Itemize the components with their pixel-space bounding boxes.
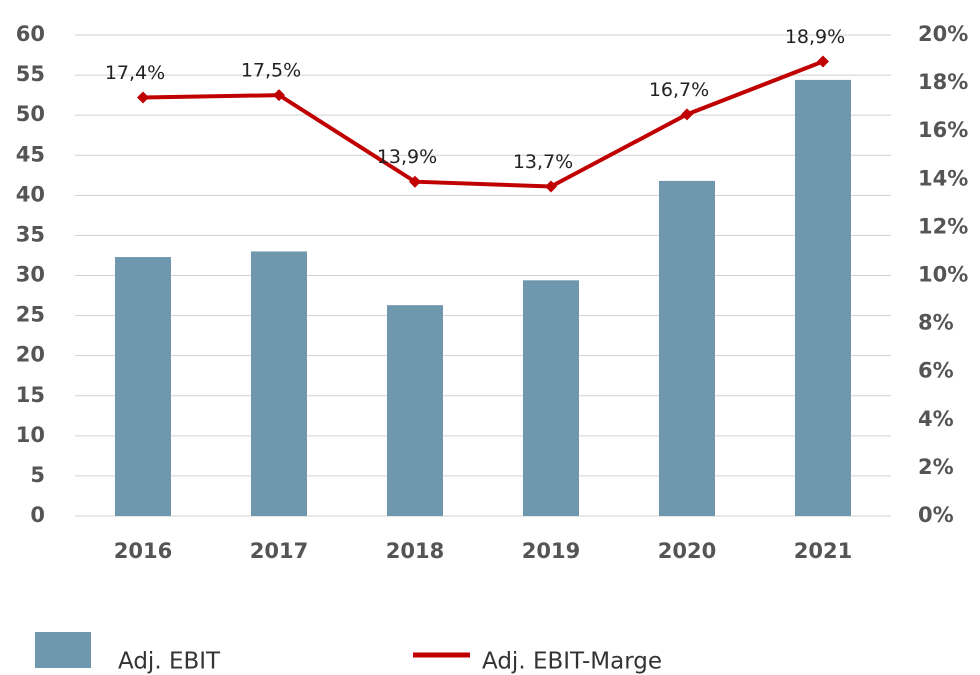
data-label: 13,7% bbox=[513, 151, 573, 173]
marker bbox=[137, 91, 149, 104]
y2-tick-label: 16% bbox=[918, 118, 968, 142]
legend-label: Adj. EBIT-Marge bbox=[482, 649, 662, 675]
data-label: 17,4% bbox=[105, 62, 165, 84]
y-tick-label: 40 bbox=[16, 182, 45, 206]
y-tick-label: 0 bbox=[30, 503, 45, 527]
bar bbox=[795, 79, 851, 516]
y2-tick-label: 0% bbox=[918, 503, 954, 527]
marker bbox=[545, 180, 557, 193]
y-tick-label: 50 bbox=[16, 102, 45, 126]
bar bbox=[387, 305, 443, 516]
bar bbox=[251, 251, 307, 516]
data-label: 13,9% bbox=[377, 146, 437, 168]
y-tick-label: 5 bbox=[30, 463, 45, 487]
y-tick-label: 35 bbox=[16, 222, 45, 246]
y2-tick-label: 10% bbox=[918, 263, 968, 287]
x-tick-label: 2019 bbox=[522, 539, 580, 563]
y2-tick-label: 2% bbox=[918, 455, 954, 479]
y-tick-label: 45 bbox=[16, 142, 45, 166]
y2-tick-label: 18% bbox=[918, 70, 968, 94]
marker bbox=[681, 108, 693, 121]
bar bbox=[523, 280, 579, 516]
legend-label: Adj. EBIT bbox=[118, 649, 221, 675]
data-label: 16,7% bbox=[649, 79, 709, 101]
marker bbox=[409, 175, 421, 188]
y-tick-label: 15 bbox=[16, 383, 45, 407]
bar bbox=[659, 180, 715, 517]
y2-tick-label: 12% bbox=[918, 214, 968, 238]
x-tick-label: 2021 bbox=[794, 539, 852, 563]
data-label: 18,9% bbox=[785, 26, 845, 48]
y-tick-label: 55 bbox=[16, 62, 45, 86]
y2-tick-label: 4% bbox=[918, 407, 954, 431]
marker bbox=[817, 55, 829, 68]
y2-tick-label: 6% bbox=[918, 359, 954, 383]
y2-tick-label: 8% bbox=[918, 311, 954, 335]
marker bbox=[273, 89, 285, 102]
line bbox=[142, 59, 824, 189]
x-tick-label: 2018 bbox=[386, 539, 444, 563]
y2-tick-label: 20% bbox=[918, 22, 968, 46]
legend-swatch bbox=[35, 632, 91, 668]
y2-tick-label: 14% bbox=[918, 166, 968, 190]
x-tick-label: 2016 bbox=[114, 539, 172, 563]
y-tick-label: 20 bbox=[16, 343, 45, 367]
y-tick-label: 60 bbox=[16, 22, 45, 46]
x-tick-label: 2020 bbox=[658, 539, 716, 563]
x-tick-label: 2017 bbox=[250, 539, 308, 563]
bar bbox=[115, 257, 171, 516]
y-tick-label: 30 bbox=[16, 263, 45, 287]
y-tick-label: 25 bbox=[16, 303, 45, 327]
y-tick-label: 10 bbox=[16, 423, 45, 447]
data-label: 17,5% bbox=[241, 60, 301, 82]
